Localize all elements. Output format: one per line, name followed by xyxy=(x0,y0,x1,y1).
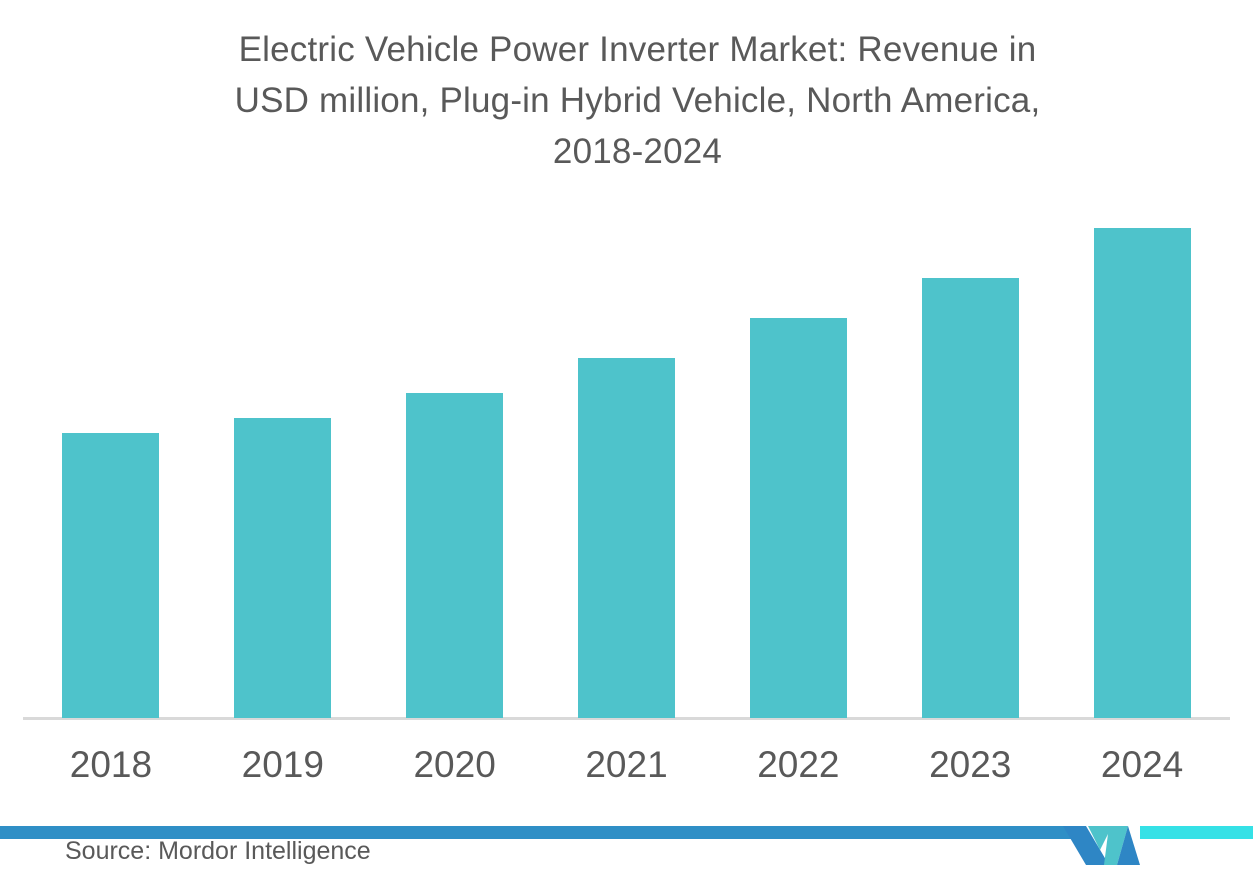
x-tick-label-2024: 2024 xyxy=(1100,744,1184,785)
chart-title-line-2: USD million, Plug-in Hybrid Vehicle, Nor… xyxy=(234,81,1041,120)
bar-2018 xyxy=(62,433,160,718)
x-tick-label-2021: 2021 xyxy=(585,744,668,785)
x-tick-label-2018: 2018 xyxy=(69,744,153,785)
chart-title-line-1: Electric Vehicle Power Inverter Market: … xyxy=(238,30,1037,69)
mordor-intelligence-logo-icon xyxy=(1063,826,1140,865)
bar-2024 xyxy=(1093,228,1191,718)
x-tick-label-2020: 2020 xyxy=(413,744,496,785)
bar-2022 xyxy=(749,318,847,718)
bar-2021 xyxy=(578,358,675,718)
chart-title-line-3: 2018-2024 xyxy=(552,132,723,171)
x-tick-label-2019: 2019 xyxy=(241,744,324,785)
source-attribution: Source: Mordor Intelligence xyxy=(65,837,371,865)
bar-2023 xyxy=(921,278,1019,718)
bar-2020 xyxy=(406,393,504,718)
x-axis-line xyxy=(23,717,1230,720)
chart-title: Electric Vehicle Power Inverter Market: … xyxy=(22,24,1253,177)
bar-2019 xyxy=(234,418,332,718)
footer-stripe-blue xyxy=(0,826,1080,839)
x-tick-label-2022: 2022 xyxy=(757,744,840,785)
x-tick-label-2023: 2023 xyxy=(929,744,1012,785)
footer-stripe-cyan xyxy=(1140,826,1253,839)
